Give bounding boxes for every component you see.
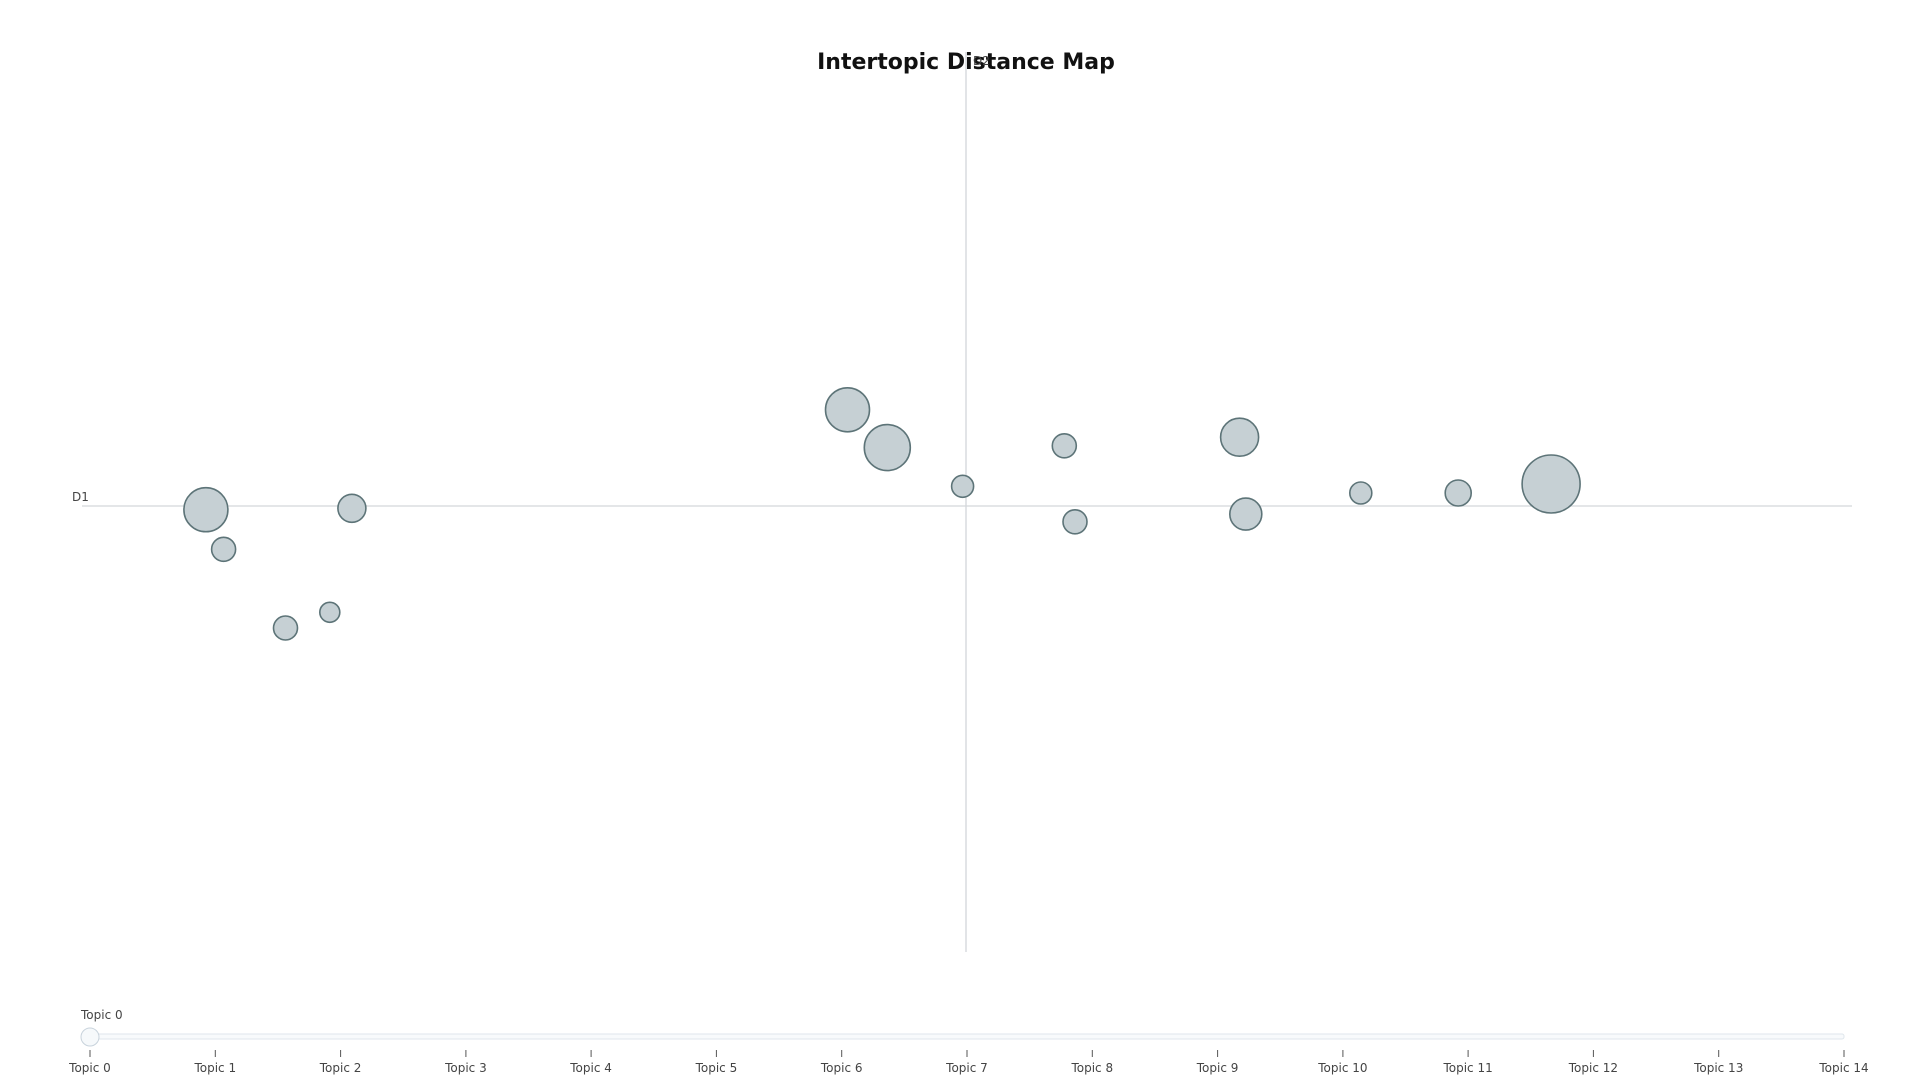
slider-step-label[interactable]: Topic 2 <box>319 1061 362 1075</box>
topic-bubble[interactable] <box>272 615 299 641</box>
slider-step-label[interactable]: Topic 12 <box>1568 1061 1618 1075</box>
slider-step-label[interactable]: Topic 3 <box>444 1061 487 1075</box>
slider-step-label[interactable]: Topic 4 <box>569 1061 612 1075</box>
topic-bubble[interactable] <box>1051 432 1078 459</box>
slider-ticks: Topic 0 Topic 1 Topic 2 Topic 3 Topic 4 Topic… <box>68 1050 1869 1075</box>
topic-slider[interactable]: Topic 0 Topic 0 Topic 1 Topic 2 Topic 3 Topi… <box>68 1008 1868 1075</box>
d1-axis-label: D1 <box>72 490 89 504</box>
topic-bubbles <box>183 386 1581 641</box>
slider-step-label[interactable]: Topic 10 <box>1317 1061 1367 1075</box>
slider-current-value: Topic 0 <box>80 1008 123 1022</box>
topic-bubble[interactable] <box>318 601 341 624</box>
topic-bubble[interactable] <box>1521 454 1581 514</box>
slider-step-label[interactable]: Topic 8 <box>1070 1061 1113 1075</box>
slider-step-label[interactable]: Topic 9 <box>1196 1061 1239 1075</box>
topic-bubble[interactable] <box>1349 481 1373 505</box>
topic-bubble[interactable] <box>1444 479 1472 507</box>
topic-bubble[interactable] <box>950 474 975 499</box>
topic-bubble[interactable] <box>824 386 871 433</box>
topic-bubble[interactable] <box>1229 497 1263 531</box>
slider-handle[interactable] <box>80 1027 100 1047</box>
topic-bubble[interactable] <box>183 486 229 533</box>
slider-step-label[interactable]: Topic 13 <box>1693 1061 1743 1075</box>
slider-step-label[interactable]: Topic 0 <box>68 1061 111 1075</box>
slider-step-label[interactable]: Topic 1 <box>193 1061 236 1075</box>
topic-bubble[interactable] <box>1062 508 1088 535</box>
slider-track[interactable] <box>89 1033 1845 1040</box>
slider-step-label[interactable]: Topic 11 <box>1442 1061 1492 1075</box>
slider-step-label[interactable]: Topic 7 <box>945 1061 988 1075</box>
slider-step-label[interactable]: Topic 6 <box>820 1061 863 1075</box>
slider-step-label[interactable]: Topic 14 <box>1818 1061 1868 1075</box>
slider-step-label[interactable]: Topic 5 <box>695 1061 738 1075</box>
topic-bubble[interactable] <box>337 493 367 524</box>
d2-axis-label: D2 <box>973 54 990 68</box>
topic-bubble[interactable] <box>210 536 237 563</box>
topic-bubble[interactable] <box>1219 417 1260 458</box>
topic-bubble[interactable] <box>863 423 912 472</box>
